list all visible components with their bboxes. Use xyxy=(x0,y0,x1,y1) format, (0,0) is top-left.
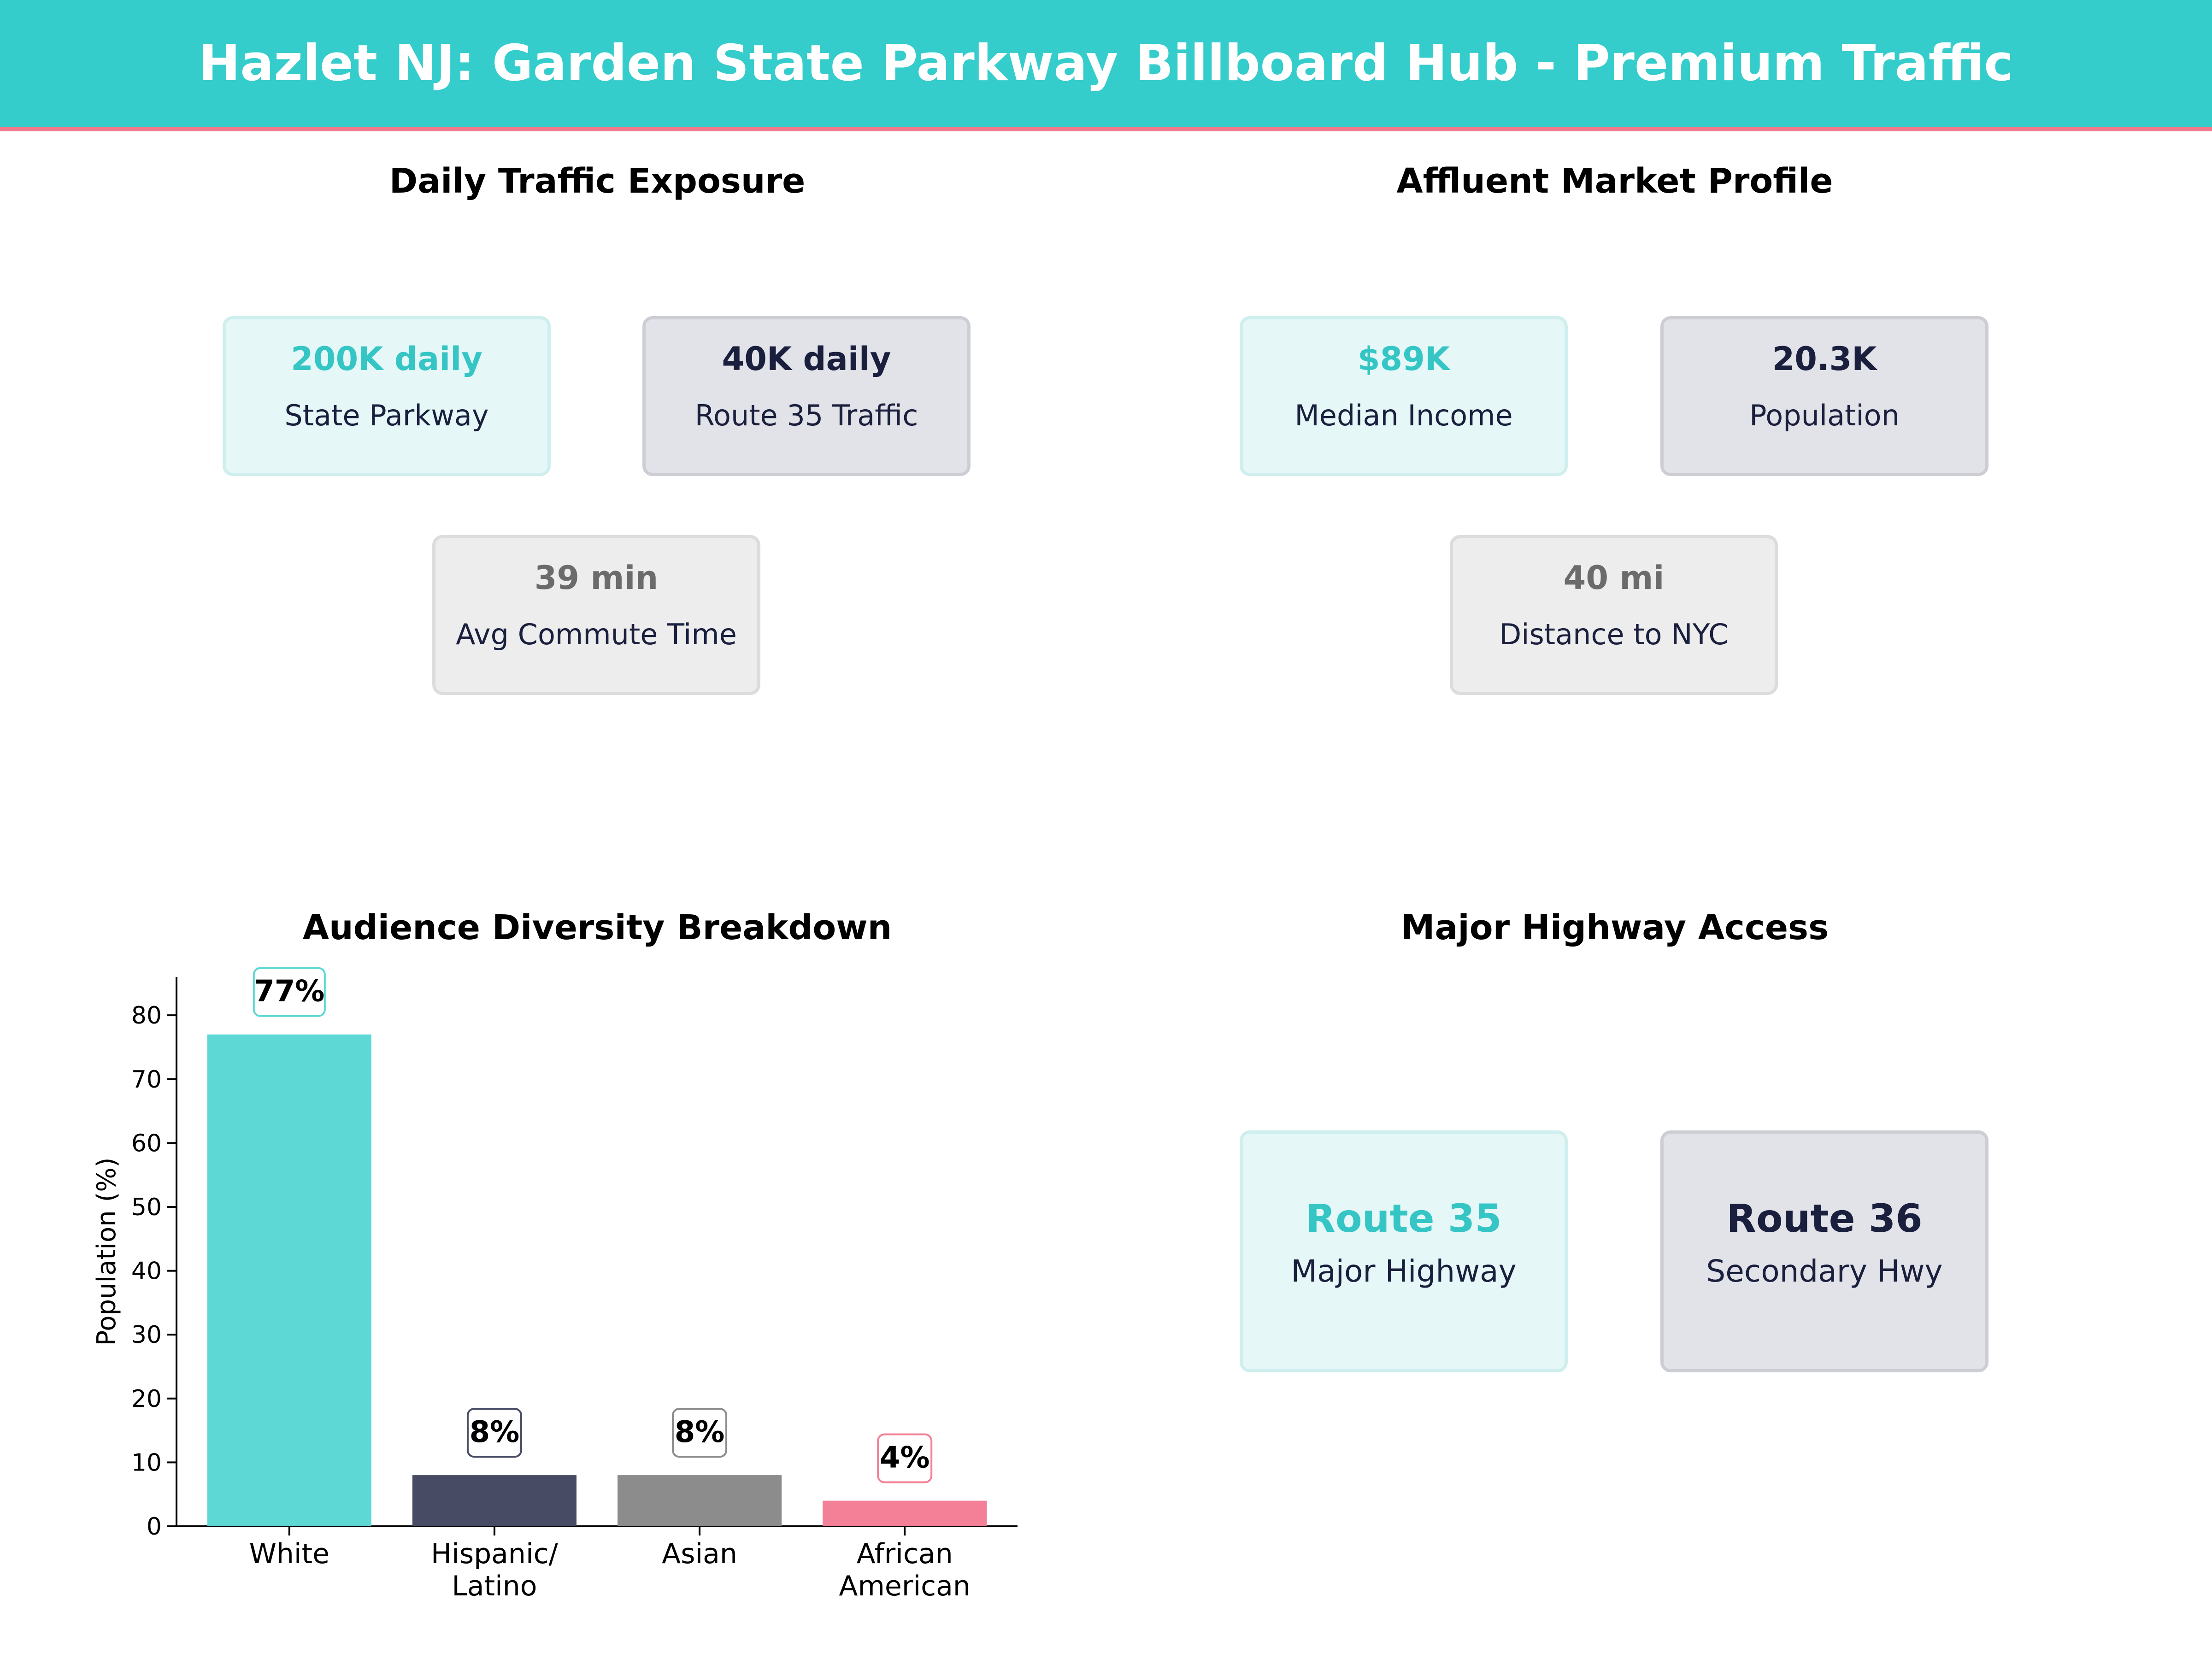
bar-3 xyxy=(823,1500,987,1526)
card-label: State Parkway xyxy=(284,399,489,432)
card-value: 20.3K xyxy=(1772,340,1877,378)
x-tick-label: American xyxy=(839,1570,971,1602)
bar-value-box xyxy=(672,1408,728,1458)
y-tick-label: 60 xyxy=(131,1130,162,1157)
y-tick-label: 30 xyxy=(131,1321,162,1349)
card-label: Population xyxy=(1749,399,1900,432)
card-value: Route 36 xyxy=(1726,1196,1923,1241)
card-label: Secondary Hwy xyxy=(1706,1253,1943,1289)
market-card-income: $89K Median Income xyxy=(1240,316,1568,476)
x-tick-label: White xyxy=(249,1538,329,1570)
x-tick-label: Latino xyxy=(452,1570,537,1602)
x-tick-label: African xyxy=(857,1538,953,1570)
page-title: Hazlet NJ: Garden State Parkway Billboar… xyxy=(198,35,2014,92)
bar-value-label: 4% xyxy=(880,1441,930,1475)
highway-section-title: Major Highway Access xyxy=(1400,908,1829,947)
highway-card-route36: Route 36 Secondary Hwy xyxy=(1660,1130,1988,1372)
y-tick-label: 70 xyxy=(131,1066,162,1094)
card-value: 40 mi xyxy=(1563,559,1665,597)
traffic-card-route35: 40K daily Route 35 Traffic xyxy=(642,316,971,476)
card-value: 39 min xyxy=(534,559,659,597)
card-label: Route 35 Traffic xyxy=(694,399,918,432)
card-value: 200K daily xyxy=(291,340,482,378)
y-tick-label: 20 xyxy=(131,1385,162,1413)
bar-value-box xyxy=(253,967,326,1017)
card-value: 40K daily xyxy=(722,340,891,378)
traffic-section-title: Daily Traffic Exposure xyxy=(389,161,806,201)
y-tick-label: 50 xyxy=(131,1194,162,1221)
market-card-population: 20.3K Population xyxy=(1660,316,1988,476)
card-label: Median Income xyxy=(1294,399,1513,432)
card-label: Major Highway xyxy=(1291,1253,1517,1289)
y-axis-label: Population (%) xyxy=(92,1158,122,1346)
bar-value-label: 8% xyxy=(675,1415,725,1449)
y-tick-label: 10 xyxy=(131,1449,162,1477)
bar-value-label: 8% xyxy=(470,1415,520,1449)
x-tick-label: Asian xyxy=(662,1538,737,1570)
traffic-card-commute: 39 min Avg Commute Time xyxy=(432,535,760,695)
y-tick-label: 0 xyxy=(147,1513,162,1541)
y-tick-label: 40 xyxy=(131,1258,162,1285)
market-section-title: Affluent Market Profile xyxy=(1396,161,1833,201)
bar-0 xyxy=(207,1034,371,1526)
card-value: $89K xyxy=(1357,340,1450,378)
y-tick-label: 80 xyxy=(131,1002,162,1030)
header-bar: Hazlet NJ: Garden State Parkway Billboar… xyxy=(0,0,2212,131)
diversity-chart: 0 10 20 30 40 50 60 70 80 Population (%) 77% White 8… xyxy=(92,967,1018,1602)
market-card-distance: 40 mi Distance to NYC xyxy=(1450,535,1778,695)
card-label: Avg Commute Time xyxy=(456,618,737,651)
traffic-card-parkway: 200K daily State Parkway xyxy=(223,316,551,476)
bar-value-box xyxy=(466,1408,522,1458)
highway-card-route35: Route 35 Major Highway xyxy=(1240,1130,1568,1372)
card-value: Route 35 xyxy=(1306,1196,1502,1241)
bar-value-box xyxy=(877,1433,933,1483)
x-tick-label: Hispanic/ xyxy=(431,1538,559,1570)
bar-2 xyxy=(618,1475,782,1526)
bar-1 xyxy=(412,1475,577,1526)
chart-title: Audience Diversity Breakdown xyxy=(302,908,892,947)
card-label: Distance to NYC xyxy=(1499,618,1729,651)
bar-value-label: 77% xyxy=(254,975,324,1009)
